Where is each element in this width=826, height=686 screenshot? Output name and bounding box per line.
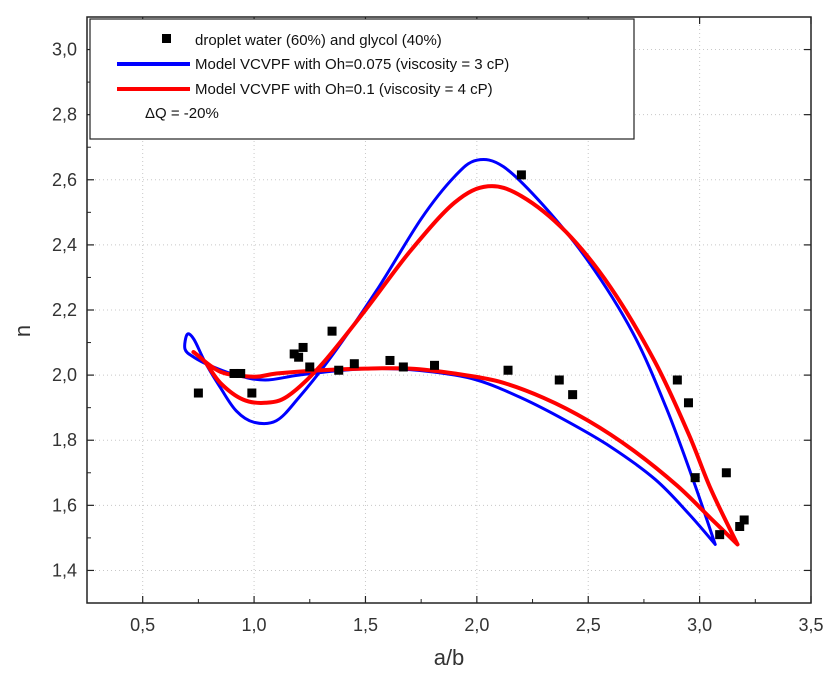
series-layer — [183, 157, 749, 547]
data-point — [305, 362, 315, 372]
data-point — [398, 362, 408, 372]
y-tick-label: 1,6 — [52, 495, 77, 515]
data-point — [516, 170, 526, 180]
series-line-red — [191, 184, 740, 547]
legend-entry-blue-label: Model VCVPF with Oh=0.075 (viscosity = 3… — [195, 56, 509, 73]
data-point — [298, 342, 308, 352]
legend-box — [89, 18, 635, 140]
data-point — [554, 375, 564, 385]
data-point — [294, 352, 304, 362]
legend-note: ΔQ = -20% — [145, 105, 219, 122]
x-tick-label: 3,0 — [687, 615, 712, 635]
data-point — [683, 398, 693, 408]
data-point — [349, 359, 359, 369]
plot-frame — [86, 16, 812, 604]
x-tick-label: 1,5 — [353, 615, 378, 635]
data-point — [236, 368, 246, 378]
data-point — [327, 326, 337, 336]
data-point — [229, 368, 239, 378]
data-point — [715, 530, 725, 540]
data-point — [247, 388, 257, 398]
y-axis-label: n — [10, 325, 35, 337]
data-point — [334, 365, 344, 375]
data-point — [690, 473, 700, 483]
data-point — [739, 515, 749, 525]
tick-labels: 0,5 1,0 1,5 2,0 2,5 3,0 3,5 1,4 1,6 1,8 2,0 2,2 2,4 2… — [52, 40, 824, 635]
y-tick-label: 1,8 — [52, 430, 77, 450]
data-point — [735, 521, 745, 531]
data-point — [385, 355, 395, 365]
y-tick-label: 2,0 — [52, 365, 77, 385]
data-point — [430, 360, 440, 370]
x-tick-label: 3,5 — [798, 615, 823, 635]
y-tick-label: 2,4 — [52, 235, 77, 255]
y-tick-label: 2,2 — [52, 300, 77, 320]
y-tick-label: 1,4 — [52, 560, 77, 580]
data-point — [672, 375, 682, 385]
legend-entry-data-label: droplet water (60%) and glycol (40%) — [195, 32, 442, 49]
legend: droplet water (60%) and glycol (40%) Mod… — [89, 18, 635, 140]
legend-entry-red-label: Model VCVPF with Oh=0.1 (viscosity = 4 c… — [195, 81, 493, 98]
data-point — [568, 390, 578, 400]
data-point — [721, 468, 731, 478]
y-tick-label: 2,6 — [52, 170, 77, 190]
x-tick-label: 2,0 — [464, 615, 489, 635]
x-axis-label: a/b — [434, 645, 465, 670]
y-tick-label: 3,0 — [52, 40, 77, 60]
legend-marker-square — [162, 34, 171, 43]
x-tick-label: 2,5 — [576, 615, 601, 635]
data-point — [193, 388, 203, 398]
x-tick-label: 0,5 — [130, 615, 155, 635]
x-tick-label: 1,0 — [242, 615, 267, 635]
y-tick-label: 2,8 — [52, 105, 77, 125]
data-point — [503, 365, 513, 375]
